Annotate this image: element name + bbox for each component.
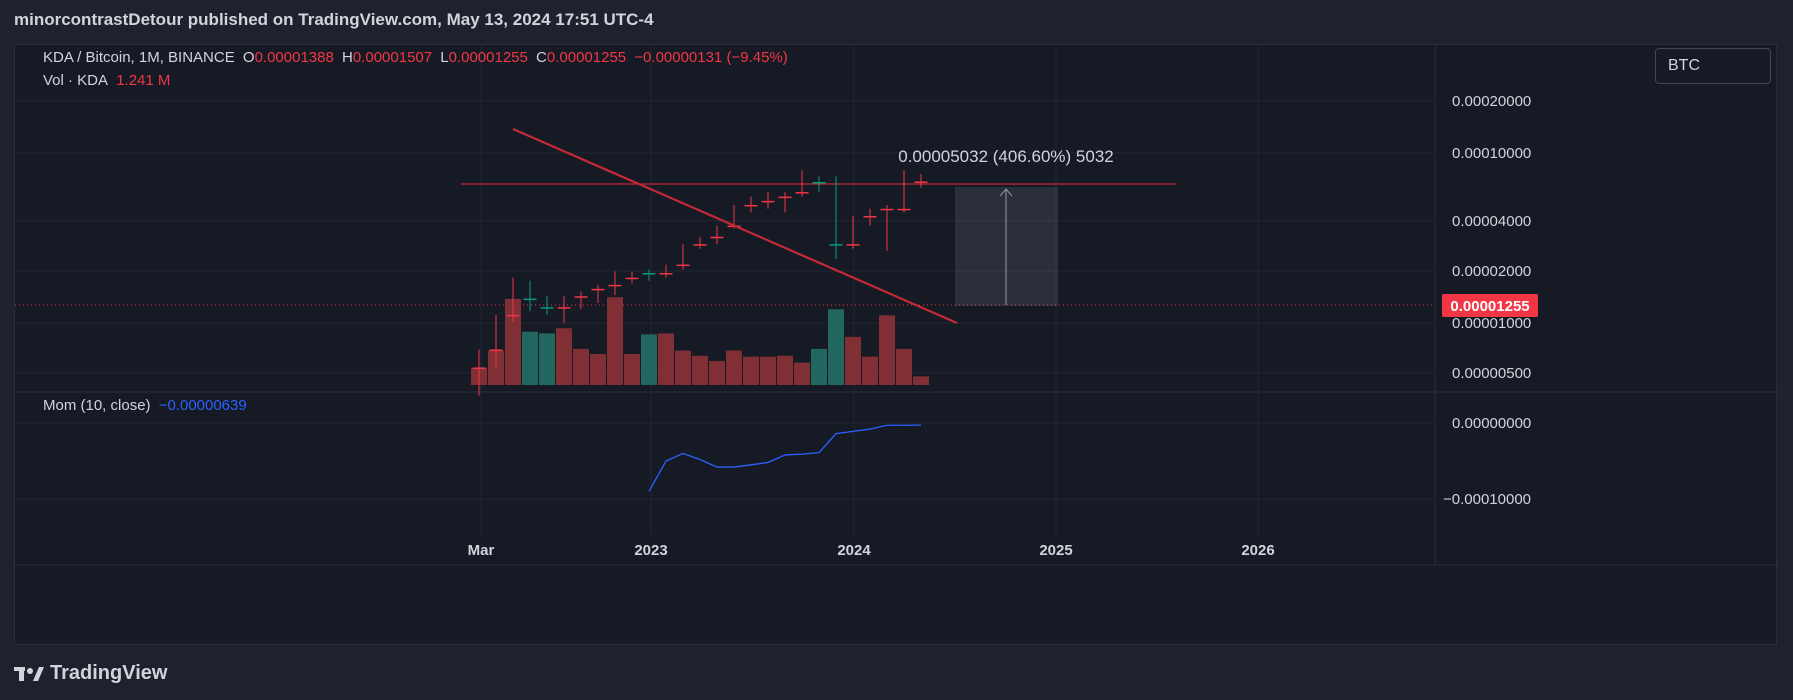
high-label: H	[342, 49, 353, 66]
brand-name: TradingView	[50, 662, 168, 684]
momentum-line	[648, 424, 922, 492]
volume-bar	[777, 355, 793, 385]
volume-bar	[896, 348, 912, 385]
chart-canvas[interactable]: 0.00005032 (406.60%) 5032 0.00020000 0.000…	[15, 45, 1778, 646]
volume-bar	[743, 356, 759, 385]
time-tick-label: 2024	[837, 542, 871, 559]
time-tick-label: 2025	[1039, 542, 1072, 559]
last-price-badge	[1442, 294, 1538, 317]
candle-body	[795, 192, 809, 194]
candle-body	[829, 244, 843, 246]
low-value: 0.00001255	[448, 49, 528, 66]
volume-value: 1.241 M	[116, 72, 171, 89]
price-tick-label: 0.00004000	[1452, 213, 1531, 230]
candle-body	[557, 307, 571, 309]
volume-bar	[845, 336, 861, 385]
candle-body	[846, 244, 860, 246]
publish-header: minorcontrastDetour published on Trading…	[14, 10, 654, 29]
volume-bar	[913, 376, 929, 385]
volume-bar	[811, 348, 827, 385]
candle-body	[472, 367, 486, 369]
volume-bar	[522, 331, 538, 385]
currency-selector[interactable]: BTC	[1655, 48, 1771, 84]
candle-body	[642, 273, 656, 275]
price-tick-label: 0.00001000	[1452, 315, 1531, 332]
momentum-label[interactable]: Mom (10, close)	[43, 397, 151, 414]
candle-body	[676, 264, 690, 267]
volume-bar	[862, 356, 878, 385]
chart-panel[interactable]: 0.00005032 (406.60%) 5032 0.00020000 0.000…	[14, 44, 1778, 646]
volume-bar	[658, 333, 674, 385]
low-label: L	[440, 49, 449, 66]
high-value: 0.00001507	[352, 49, 433, 66]
trend-line	[512, 127, 958, 325]
volume-bar	[607, 297, 623, 385]
volume-bar	[641, 334, 657, 385]
measure-arrow-head	[999, 188, 1013, 197]
price-tick-label: 0.00020000	[1452, 93, 1531, 110]
candle-body	[659, 273, 673, 275]
candle-body	[608, 284, 622, 287]
volume-bar	[760, 356, 776, 385]
volume-bar	[573, 348, 589, 385]
volume-bar	[794, 362, 810, 385]
candle-body	[489, 349, 503, 352]
price-tick-label: 0.00010000	[1452, 145, 1531, 162]
open-label: O	[242, 49, 255, 66]
momentum-legend: Mom (10, close) −0.00000639	[43, 397, 251, 414]
volume-bar	[539, 333, 555, 385]
symbol-label[interactable]: KDA / Bitcoin, 1M, BINANCE	[43, 49, 235, 66]
volume-bar	[505, 299, 521, 385]
momentum-value: −0.00000639	[158, 397, 247, 414]
candle-body	[574, 296, 588, 298]
last-price-text: 0.00001255	[1450, 298, 1529, 315]
volume-bar	[828, 309, 844, 385]
volume-bar	[726, 350, 742, 385]
candle-body	[523, 298, 537, 301]
measure-label: 0.00005032 (406.60%) 5032	[898, 147, 1114, 166]
candle-body	[710, 236, 724, 239]
tradingview-logo-icon	[14, 666, 44, 682]
candle-body	[761, 200, 775, 203]
close-label: C	[536, 49, 547, 66]
candle-body	[914, 181, 928, 183]
volume-bar	[556, 328, 572, 385]
candle-body	[897, 208, 911, 211]
candle-body	[591, 288, 605, 291]
momentum-tick-label: 0.00000000	[1452, 415, 1531, 432]
candle-body	[778, 196, 792, 199]
price-tick-label: 0.00002000	[1452, 263, 1531, 280]
open-value: 0.00001388	[254, 49, 334, 66]
candle-body	[625, 277, 639, 280]
volume-bar	[879, 315, 895, 385]
candle-body	[506, 314, 520, 317]
price-tick-label: 0.00000500	[1452, 365, 1531, 382]
close-value: 0.00001255	[546, 49, 627, 66]
volume-bar	[675, 350, 691, 385]
volume-bar	[624, 354, 640, 385]
volume-legend: Vol · KDA 1.241 M	[43, 72, 174, 89]
ohlc-legend: KDA / Bitcoin, 1M, BINANCE O0.00001388 H…	[43, 49, 792, 66]
time-tick-label: 2026	[1241, 542, 1274, 559]
time-tick-label: Mar	[468, 542, 495, 559]
candle-body	[863, 215, 877, 218]
candle-body	[744, 204, 758, 207]
candle-body	[540, 307, 554, 309]
volume-label[interactable]: Vol · KDA	[43, 72, 109, 89]
candle-body	[693, 244, 707, 246]
candle-body	[812, 181, 826, 184]
time-tick-label: 2023	[634, 542, 667, 559]
tradingview-footer[interactable]: TradingView	[14, 662, 167, 685]
volume-bar	[590, 354, 606, 385]
volume-bar	[488, 350, 504, 385]
volume-bar	[692, 355, 708, 385]
volume-bar	[709, 360, 725, 385]
momentum-tick-label: −0.00010000	[1443, 491, 1531, 508]
candle-body	[880, 208, 894, 211]
change-value: −0.00000131 (−9.45%)	[634, 49, 788, 66]
